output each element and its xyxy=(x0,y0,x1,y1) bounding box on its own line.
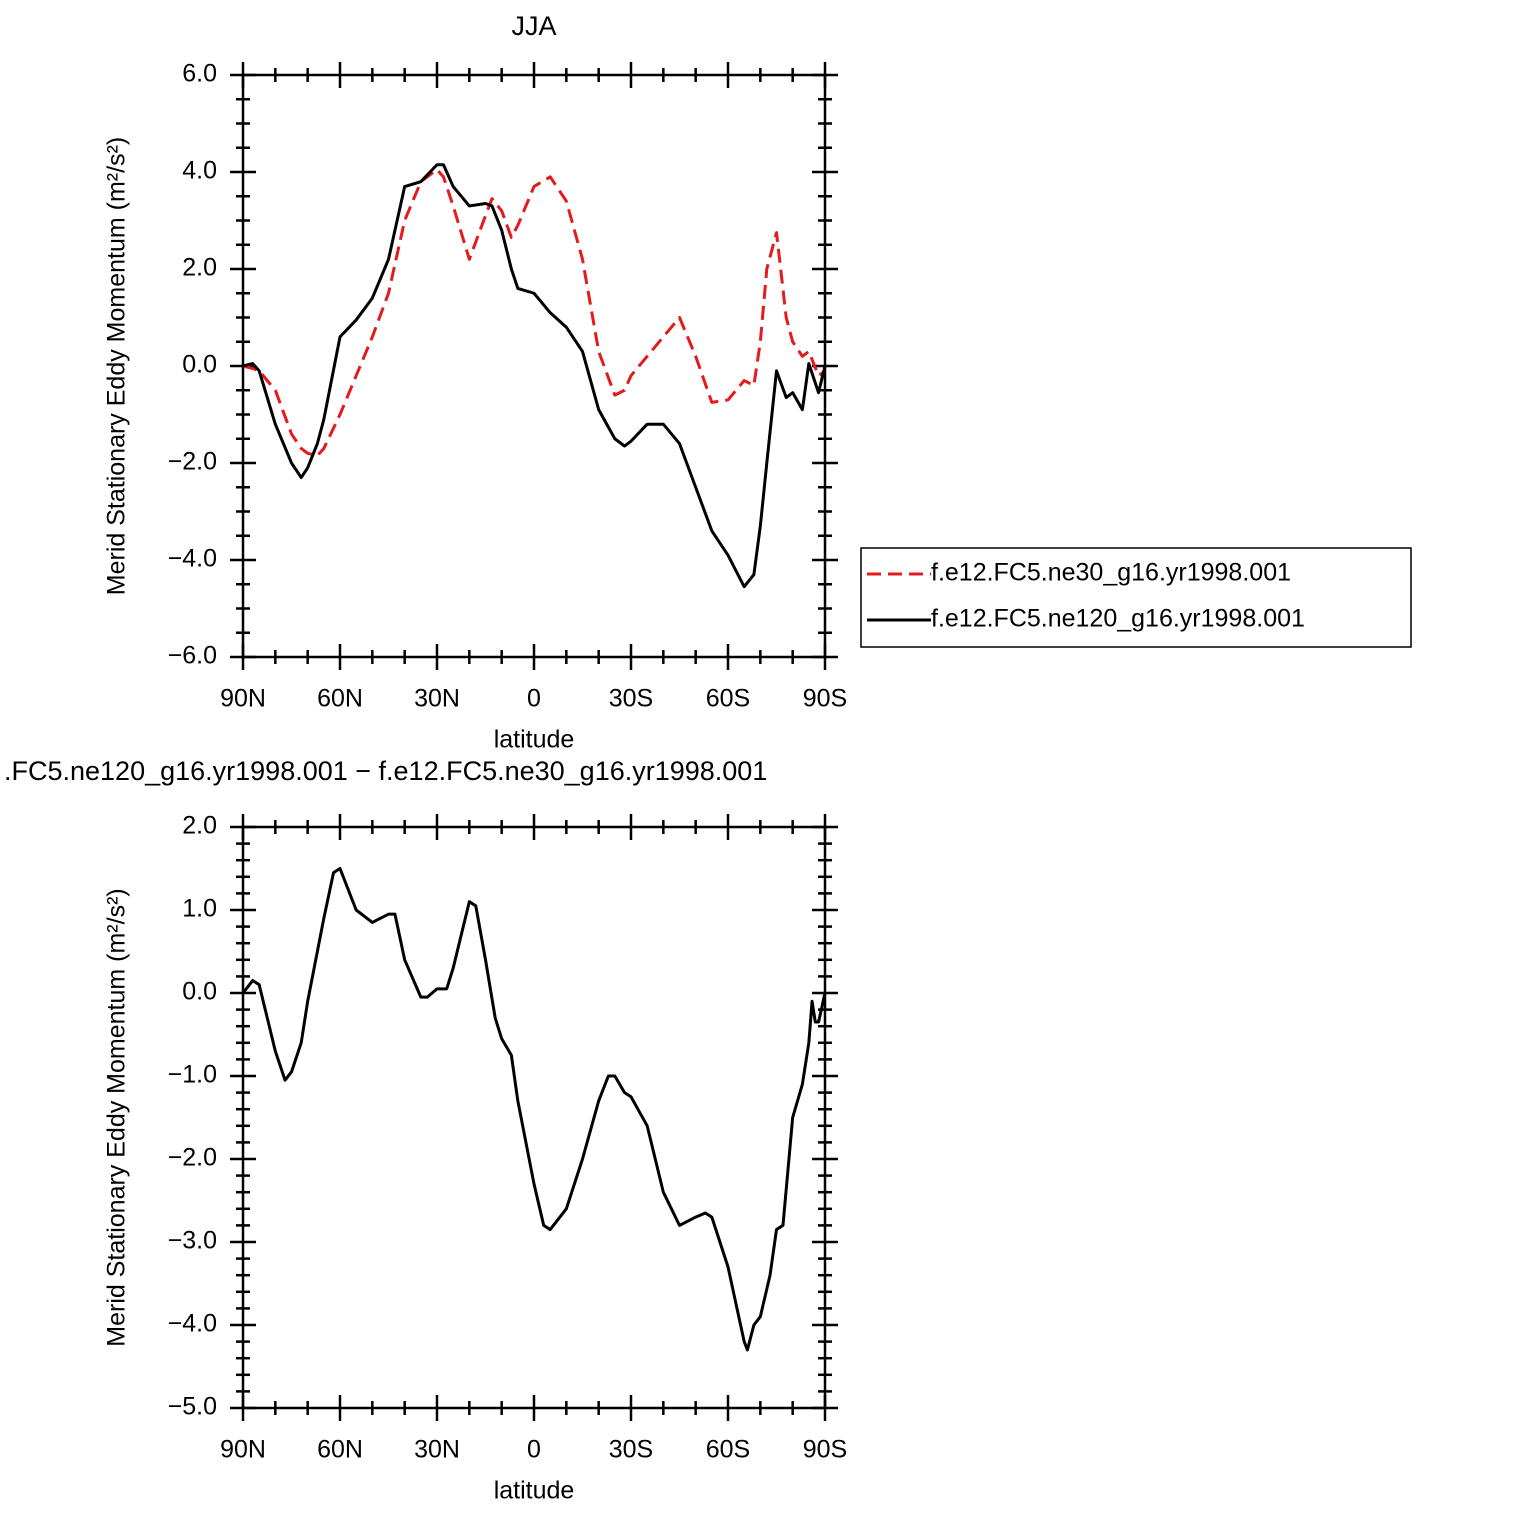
x-tick-label: 60N xyxy=(317,685,363,713)
x-axis-label: latitude xyxy=(494,726,575,754)
y-tick-label: −2.0 xyxy=(168,448,217,476)
x-tick-label: 0 xyxy=(527,1436,541,1464)
data-line xyxy=(242,168,826,458)
plot-frame xyxy=(241,825,827,1410)
x-tick-label: 90N xyxy=(220,1436,266,1464)
x-tick-label: 30S xyxy=(609,685,653,713)
x-tick-label: 90S xyxy=(803,685,847,713)
y-tick-label: 0.0 xyxy=(182,351,217,379)
x-tick-label: 0 xyxy=(527,685,541,713)
x-tick-label: 90S xyxy=(803,1436,847,1464)
x-tick-label: 30N xyxy=(414,685,460,713)
y-tick-label: 2.0 xyxy=(182,254,217,282)
data-line xyxy=(242,163,827,589)
y-tick-label: −5.0 xyxy=(168,1393,217,1421)
y-tick-label: −6.0 xyxy=(168,642,217,670)
data-line xyxy=(241,867,827,1352)
x-tick-label: 90N xyxy=(220,685,266,713)
y-tick-label: −4.0 xyxy=(168,1310,217,1338)
y-tick-label: 4.0 xyxy=(182,157,217,185)
x-tick-label: 30S xyxy=(609,1436,653,1464)
x-tick-label: 30N xyxy=(414,1436,460,1464)
y-tick-label: −3.0 xyxy=(168,1227,217,1255)
y-tick-label: 6.0 xyxy=(182,60,217,88)
y-axis-label: Merid Stationary Eddy Momentum (m²/s²) xyxy=(103,888,131,1346)
legend-label: f.e12.FC5.ne120_g16.yr1998.001 xyxy=(931,605,1305,633)
x-tick-label: 60S xyxy=(706,1436,750,1464)
y-tick-label: 2.0 xyxy=(182,812,217,840)
y-tick-label: −1.0 xyxy=(168,1061,217,1089)
y-tick-label: 1.0 xyxy=(182,895,217,923)
legend-label: f.e12.FC5.ne30_g16.yr1998.001 xyxy=(931,559,1291,587)
legend-box xyxy=(860,547,1412,648)
y-tick-label: −4.0 xyxy=(168,545,217,573)
y-axis-label: Merid Stationary Eddy Momentum (m²/s²) xyxy=(103,137,131,595)
y-tick-label: 0.0 xyxy=(182,978,217,1006)
plot-frame xyxy=(241,73,827,659)
x-tick-label: 60S xyxy=(706,685,750,713)
y-tick-label: −2.0 xyxy=(168,1144,217,1172)
x-axis-label: latitude xyxy=(494,1477,575,1505)
x-tick-label: 60N xyxy=(317,1436,363,1464)
chart-title: .FC5.ne120_g16.yr1998.001 − f.e12.FC5.ne… xyxy=(4,756,767,786)
chart-title: JJA xyxy=(511,11,556,41)
